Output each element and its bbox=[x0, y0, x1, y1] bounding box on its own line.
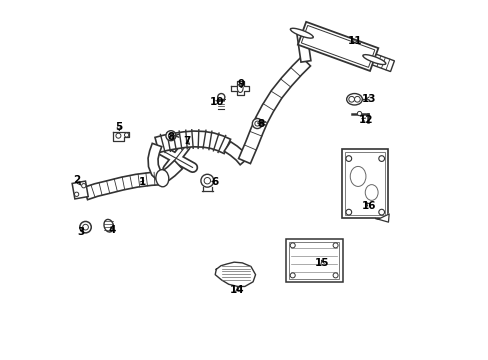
Ellipse shape bbox=[74, 192, 79, 197]
Ellipse shape bbox=[378, 156, 384, 161]
Polygon shape bbox=[238, 57, 310, 163]
Ellipse shape bbox=[332, 243, 337, 248]
Text: 8: 8 bbox=[167, 132, 175, 142]
Polygon shape bbox=[345, 152, 385, 215]
Ellipse shape bbox=[82, 224, 88, 230]
Polygon shape bbox=[113, 132, 129, 141]
Ellipse shape bbox=[217, 94, 224, 101]
Polygon shape bbox=[83, 172, 163, 200]
Text: 12: 12 bbox=[358, 115, 372, 125]
Ellipse shape bbox=[365, 185, 377, 201]
Ellipse shape bbox=[252, 118, 262, 129]
Ellipse shape bbox=[201, 174, 213, 187]
Ellipse shape bbox=[332, 273, 337, 278]
Ellipse shape bbox=[81, 184, 86, 188]
Polygon shape bbox=[72, 181, 88, 199]
Ellipse shape bbox=[168, 133, 173, 138]
Polygon shape bbox=[159, 161, 182, 183]
Polygon shape bbox=[285, 239, 342, 282]
Ellipse shape bbox=[378, 209, 384, 215]
Text: 9: 9 bbox=[237, 79, 244, 89]
Ellipse shape bbox=[156, 170, 168, 187]
Ellipse shape bbox=[80, 221, 91, 233]
Text: 11: 11 bbox=[347, 36, 362, 46]
Ellipse shape bbox=[237, 84, 243, 93]
Ellipse shape bbox=[290, 273, 295, 278]
Text: 5: 5 bbox=[115, 122, 122, 132]
Text: 4: 4 bbox=[108, 225, 116, 235]
Text: 13: 13 bbox=[361, 94, 375, 104]
Ellipse shape bbox=[357, 111, 361, 116]
Ellipse shape bbox=[290, 28, 313, 38]
Polygon shape bbox=[148, 143, 165, 182]
Ellipse shape bbox=[165, 131, 176, 141]
Text: 16: 16 bbox=[362, 201, 376, 211]
Polygon shape bbox=[224, 142, 248, 165]
Ellipse shape bbox=[254, 121, 259, 126]
Ellipse shape bbox=[362, 55, 385, 64]
Polygon shape bbox=[341, 149, 387, 219]
Text: 8: 8 bbox=[256, 118, 264, 129]
Text: 2: 2 bbox=[73, 175, 80, 185]
Text: 3: 3 bbox=[77, 227, 84, 237]
Ellipse shape bbox=[124, 133, 128, 137]
Ellipse shape bbox=[290, 243, 295, 248]
Ellipse shape bbox=[346, 94, 362, 105]
Ellipse shape bbox=[116, 133, 121, 138]
Ellipse shape bbox=[349, 166, 365, 186]
Polygon shape bbox=[155, 131, 230, 154]
Ellipse shape bbox=[348, 96, 354, 102]
Text: 7: 7 bbox=[183, 136, 190, 147]
Text: 6: 6 bbox=[211, 177, 219, 187]
Polygon shape bbox=[215, 262, 255, 287]
Ellipse shape bbox=[104, 219, 113, 232]
Text: 15: 15 bbox=[314, 258, 329, 268]
Polygon shape bbox=[231, 81, 248, 95]
Polygon shape bbox=[301, 26, 374, 67]
Text: 14: 14 bbox=[229, 285, 244, 295]
Ellipse shape bbox=[345, 156, 351, 161]
Polygon shape bbox=[296, 32, 310, 62]
Polygon shape bbox=[372, 54, 394, 72]
Polygon shape bbox=[375, 214, 388, 222]
Polygon shape bbox=[288, 242, 339, 279]
Ellipse shape bbox=[203, 177, 210, 184]
Ellipse shape bbox=[354, 96, 360, 102]
Text: 1: 1 bbox=[139, 177, 146, 187]
Text: 10: 10 bbox=[209, 97, 224, 107]
Ellipse shape bbox=[345, 209, 351, 215]
Polygon shape bbox=[297, 22, 378, 71]
